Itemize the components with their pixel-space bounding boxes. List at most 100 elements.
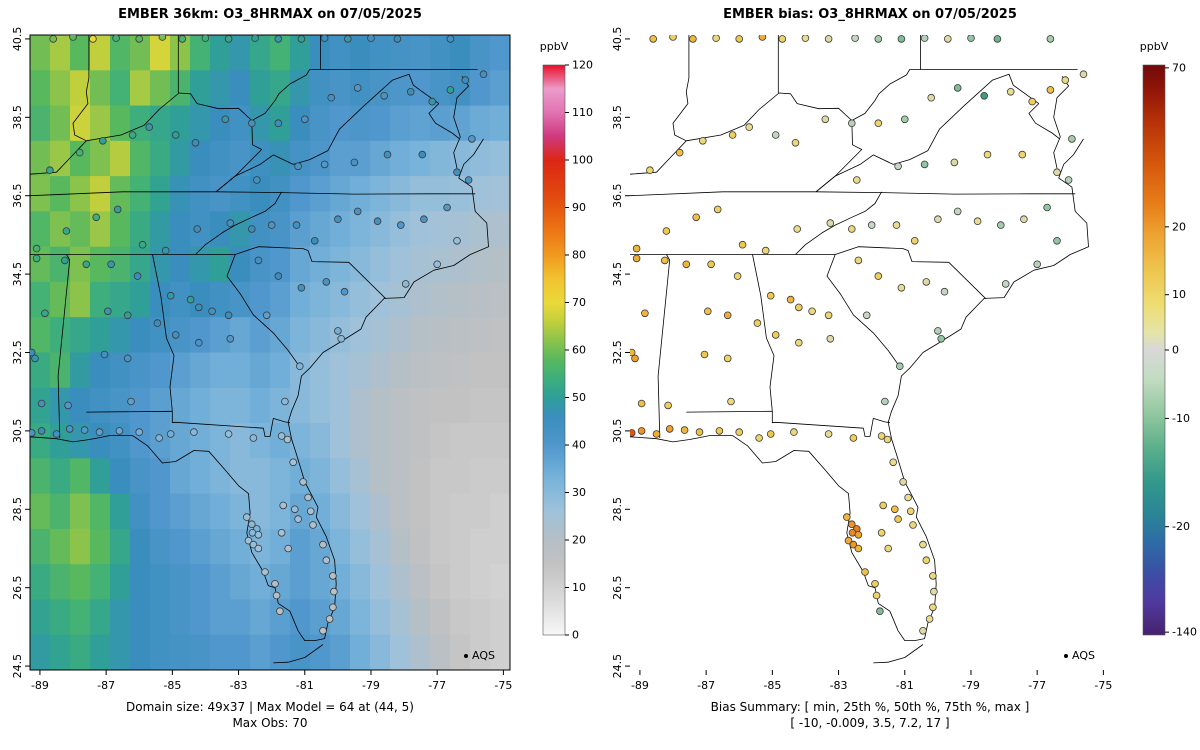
station-dot bbox=[208, 307, 216, 316]
station-dot bbox=[396, 221, 405, 229]
station-dot bbox=[330, 587, 338, 596]
station-dot bbox=[75, 148, 84, 157]
y-tick-label: 32.5 bbox=[611, 340, 624, 365]
station-dot bbox=[190, 428, 198, 436]
station-dot bbox=[453, 237, 461, 245]
station-dot bbox=[632, 244, 641, 253]
station-dot bbox=[728, 131, 737, 139]
station-dot bbox=[904, 493, 912, 502]
y-tick-label: 38.5 bbox=[11, 105, 24, 130]
station-dot bbox=[766, 291, 775, 300]
station-dot bbox=[1064, 176, 1073, 184]
station-dot bbox=[795, 338, 803, 347]
station-dot bbox=[52, 430, 61, 438]
station-dot bbox=[632, 254, 641, 263]
station-dot bbox=[695, 428, 704, 436]
station-dot bbox=[195, 338, 203, 347]
station-dot bbox=[274, 272, 283, 280]
y-tick-label: 28.5 bbox=[611, 497, 624, 522]
model-colorbar-title: ppbV bbox=[539, 40, 569, 53]
station-dot bbox=[791, 139, 800, 147]
station-dot bbox=[661, 256, 669, 265]
station-dot bbox=[401, 280, 410, 288]
boundary-ky_ohio_river bbox=[30, 92, 263, 193]
station-dot bbox=[193, 225, 202, 233]
station-dot bbox=[243, 513, 251, 521]
x-tick-label: -87 bbox=[697, 679, 715, 692]
station-dot bbox=[953, 84, 962, 92]
station-dot bbox=[761, 246, 770, 255]
station-dot bbox=[793, 225, 802, 233]
station-dot bbox=[927, 93, 936, 102]
boundary-va_wv_line bbox=[815, 73, 1040, 193]
boundary-il_in_line bbox=[72, 35, 90, 142]
x-tick-label: -81 bbox=[896, 679, 914, 692]
boundary-potomac_river bbox=[428, 103, 460, 140]
boundary-chesapeake_bay bbox=[453, 75, 470, 169]
station-dot bbox=[319, 540, 327, 549]
station-dot bbox=[135, 428, 144, 436]
station-dot bbox=[37, 427, 46, 435]
station-dot bbox=[300, 115, 309, 124]
boundary-coast bbox=[30, 138, 489, 641]
station-dot bbox=[406, 88, 415, 96]
station-dot bbox=[92, 213, 100, 222]
axes: -89 -87 -85 -83 -81 -79 -77 -75 24.5 26.5 28.5 30.5… bbox=[611, 27, 1112, 692]
station-dot bbox=[1020, 215, 1028, 224]
boundary-tn_nc_mountain_line bbox=[195, 191, 282, 255]
station-dot bbox=[699, 137, 707, 145]
station-dot bbox=[922, 278, 931, 286]
station-dot bbox=[922, 556, 931, 564]
station-dot bbox=[872, 591, 881, 600]
station-dot bbox=[271, 579, 279, 588]
station-dot bbox=[630, 429, 636, 437]
station-dot bbox=[849, 434, 858, 442]
boundary-potomac_river bbox=[1028, 103, 1060, 140]
x-tick-label: -89 bbox=[631, 679, 649, 692]
station-dot bbox=[637, 427, 646, 435]
colorbar-tick-label: 20 bbox=[1172, 220, 1186, 233]
station-dot bbox=[80, 426, 89, 434]
station-dot bbox=[62, 227, 71, 235]
y-tick-label: 24.5 bbox=[11, 654, 24, 679]
station-dot bbox=[771, 331, 780, 339]
station-dot bbox=[155, 434, 163, 442]
boundary-al_ga_line bbox=[752, 254, 775, 412]
station-dot bbox=[953, 207, 962, 216]
station-dot bbox=[310, 237, 319, 245]
station-dot bbox=[306, 507, 315, 516]
station-dot bbox=[69, 35, 77, 41]
station-dot bbox=[244, 536, 253, 545]
station-dot bbox=[191, 139, 200, 147]
station-dot bbox=[224, 35, 233, 43]
colorbar-tick-label: 70 bbox=[572, 296, 586, 309]
station-dot bbox=[967, 35, 975, 42]
station-dot bbox=[294, 515, 302, 523]
station-dot bbox=[153, 319, 162, 327]
boundary-ms_al_line bbox=[57, 254, 71, 439]
station-dot bbox=[766, 430, 775, 438]
station-dot bbox=[277, 432, 286, 440]
station-dot bbox=[682, 260, 691, 269]
station-dot bbox=[428, 97, 437, 106]
x-tick-label: -87 bbox=[97, 679, 115, 692]
station-dot bbox=[127, 397, 135, 406]
boundary-tn_nc_mountain_line bbox=[795, 191, 882, 255]
station-dot bbox=[874, 272, 883, 280]
station-dot bbox=[383, 150, 392, 159]
station-dot bbox=[1079, 70, 1088, 78]
station-dot bbox=[340, 287, 349, 296]
station-dot bbox=[883, 435, 892, 444]
station-dot bbox=[319, 626, 327, 635]
station-dot bbox=[892, 221, 901, 229]
station-dot bbox=[848, 119, 856, 127]
station-dot bbox=[1068, 135, 1076, 143]
station-dot bbox=[929, 603, 937, 612]
station-dot bbox=[61, 256, 69, 265]
station-dot bbox=[65, 425, 74, 433]
station-dot bbox=[723, 354, 732, 363]
station-dot bbox=[284, 544, 293, 553]
station-dot bbox=[322, 556, 331, 564]
station-dot bbox=[329, 572, 337, 580]
colorbar-tick-label: 80 bbox=[572, 249, 586, 262]
